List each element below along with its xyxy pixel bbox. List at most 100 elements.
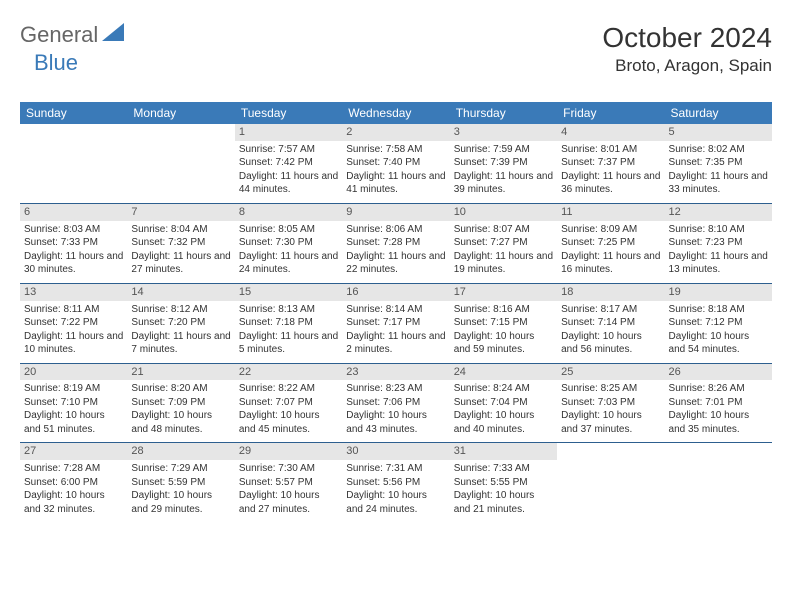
location-subtitle: Broto, Aragon, Spain <box>602 56 772 76</box>
daylight-text: Daylight: 10 hours and 51 minutes. <box>24 409 123 436</box>
daylight-text: Daylight: 11 hours and 39 minutes. <box>454 170 553 197</box>
calendar-day-cell: 25Sunrise: 8:25 AMSunset: 7:03 PMDayligh… <box>557 363 664 443</box>
day-number: 15 <box>235 284 342 301</box>
daylight-text: Daylight: 11 hours and 19 minutes. <box>454 250 553 277</box>
sunset-text: Sunset: 7:32 PM <box>131 236 230 250</box>
day-number: 26 <box>665 364 772 381</box>
sunset-text: Sunset: 7:28 PM <box>346 236 445 250</box>
logo-text-1: General <box>20 22 98 48</box>
day-header: Friday <box>557 102 664 124</box>
sunrise-text: Sunrise: 7:29 AM <box>131 462 230 476</box>
sunset-text: Sunset: 7:09 PM <box>131 396 230 410</box>
calendar-day-cell: 16Sunrise: 8:14 AMSunset: 7:17 PMDayligh… <box>342 283 449 363</box>
sunset-text: Sunset: 7:15 PM <box>454 316 553 330</box>
title-block: October 2024 Broto, Aragon, Spain <box>602 22 772 76</box>
day-number: 28 <box>127 443 234 460</box>
daylight-text: Daylight: 10 hours and 27 minutes. <box>239 489 338 516</box>
calendar-day-cell: 4Sunrise: 8:01 AMSunset: 7:37 PMDaylight… <box>557 124 664 203</box>
day-number: 20 <box>20 364 127 381</box>
day-number: 5 <box>665 124 772 141</box>
day-number: 16 <box>342 284 449 301</box>
calendar-day-cell: 19Sunrise: 8:18 AMSunset: 7:12 PMDayligh… <box>665 283 772 363</box>
logo-triangle-icon <box>102 23 124 41</box>
calendar-day-cell: 9Sunrise: 8:06 AMSunset: 7:28 PMDaylight… <box>342 203 449 283</box>
sunrise-text: Sunrise: 8:17 AM <box>561 303 660 317</box>
calendar-day-cell: 27Sunrise: 7:28 AMSunset: 6:00 PMDayligh… <box>20 443 127 522</box>
calendar-day-cell: 13Sunrise: 8:11 AMSunset: 7:22 PMDayligh… <box>20 283 127 363</box>
daylight-text: Daylight: 11 hours and 36 minutes. <box>561 170 660 197</box>
sunrise-text: Sunrise: 7:28 AM <box>24 462 123 476</box>
sunset-text: Sunset: 7:25 PM <box>561 236 660 250</box>
daylight-text: Daylight: 10 hours and 35 minutes. <box>669 409 768 436</box>
daylight-text: Daylight: 10 hours and 59 minutes. <box>454 330 553 357</box>
day-number: 7 <box>127 204 234 221</box>
day-number: 1 <box>235 124 342 141</box>
daylight-text: Daylight: 11 hours and 16 minutes. <box>561 250 660 277</box>
sunrise-text: Sunrise: 8:24 AM <box>454 382 553 396</box>
daylight-text: Daylight: 11 hours and 24 minutes. <box>239 250 338 277</box>
sunrise-text: Sunrise: 8:14 AM <box>346 303 445 317</box>
sunset-text: Sunset: 7:39 PM <box>454 156 553 170</box>
calendar-day-cell <box>665 443 772 522</box>
sunset-text: Sunset: 7:03 PM <box>561 396 660 410</box>
sunrise-text: Sunrise: 8:13 AM <box>239 303 338 317</box>
calendar-week-row: 1Sunrise: 7:57 AMSunset: 7:42 PMDaylight… <box>20 124 772 203</box>
daylight-text: Daylight: 11 hours and 33 minutes. <box>669 170 768 197</box>
calendar-day-cell: 7Sunrise: 8:04 AMSunset: 7:32 PMDaylight… <box>127 203 234 283</box>
sunrise-text: Sunrise: 8:26 AM <box>669 382 768 396</box>
sunrise-text: Sunrise: 7:59 AM <box>454 143 553 157</box>
sunrise-text: Sunrise: 7:58 AM <box>346 143 445 157</box>
daylight-text: Daylight: 11 hours and 5 minutes. <box>239 330 338 357</box>
sunset-text: Sunset: 7:22 PM <box>24 316 123 330</box>
sunset-text: Sunset: 5:56 PM <box>346 476 445 490</box>
sunset-text: Sunset: 7:23 PM <box>669 236 768 250</box>
calendar-day-cell: 8Sunrise: 8:05 AMSunset: 7:30 PMDaylight… <box>235 203 342 283</box>
calendar-day-cell: 26Sunrise: 8:26 AMSunset: 7:01 PMDayligh… <box>665 363 772 443</box>
sunset-text: Sunset: 7:40 PM <box>346 156 445 170</box>
calendar-day-cell <box>20 124 127 203</box>
sunrise-text: Sunrise: 8:01 AM <box>561 143 660 157</box>
calendar-week-row: 20Sunrise: 8:19 AMSunset: 7:10 PMDayligh… <box>20 363 772 443</box>
calendar-day-cell: 6Sunrise: 8:03 AMSunset: 7:33 PMDaylight… <box>20 203 127 283</box>
day-number: 3 <box>450 124 557 141</box>
sunset-text: Sunset: 7:01 PM <box>669 396 768 410</box>
sunrise-text: Sunrise: 7:57 AM <box>239 143 338 157</box>
calendar-day-cell: 3 Sunrise: 7:59 AMSunset: 7:39 PMDaylight… <box>450 124 557 203</box>
daylight-text: Daylight: 10 hours and 29 minutes. <box>131 489 230 516</box>
day-number: 4 <box>557 124 664 141</box>
calendar-day-cell: 21Sunrise: 8:20 AMSunset: 7:09 PMDayligh… <box>127 363 234 443</box>
sunset-text: Sunset: 7:18 PM <box>239 316 338 330</box>
sunset-text: Sunset: 7:35 PM <box>669 156 768 170</box>
sunrise-text: Sunrise: 8:07 AM <box>454 223 553 237</box>
daylight-text: Daylight: 11 hours and 22 minutes. <box>346 250 445 277</box>
calendar-day-cell: 17Sunrise: 8:16 AMSunset: 7:15 PMDayligh… <box>450 283 557 363</box>
calendar-day-cell: 10Sunrise: 8:07 AMSunset: 7:27 PMDayligh… <box>450 203 557 283</box>
daylight-text: Daylight: 11 hours and 27 minutes. <box>131 250 230 277</box>
logo: General <box>20 22 126 48</box>
day-header: Wednesday <box>342 102 449 124</box>
calendar-day-cell: 31Sunrise: 7:33 AMSunset: 5:55 PMDayligh… <box>450 443 557 522</box>
sunset-text: Sunset: 5:55 PM <box>454 476 553 490</box>
day-number: 8 <box>235 204 342 221</box>
daylight-text: Daylight: 11 hours and 10 minutes. <box>24 330 123 357</box>
day-number: 10 <box>450 204 557 221</box>
sunrise-text: Sunrise: 8:02 AM <box>669 143 768 157</box>
day-number: 19 <box>665 284 772 301</box>
day-number: 12 <box>665 204 772 221</box>
sunset-text: Sunset: 7:06 PM <box>346 396 445 410</box>
sunrise-text: Sunrise: 8:12 AM <box>131 303 230 317</box>
sunset-text: Sunset: 7:12 PM <box>669 316 768 330</box>
sunrise-text: Sunrise: 8:25 AM <box>561 382 660 396</box>
sunset-text: Sunset: 7:14 PM <box>561 316 660 330</box>
day-number: 23 <box>342 364 449 381</box>
daylight-text: Daylight: 11 hours and 44 minutes. <box>239 170 338 197</box>
day-number: 11 <box>557 204 664 221</box>
day-header: Monday <box>127 102 234 124</box>
sunset-text: Sunset: 5:59 PM <box>131 476 230 490</box>
daylight-text: Daylight: 11 hours and 13 minutes. <box>669 250 768 277</box>
day-header: Thursday <box>450 102 557 124</box>
sunrise-text: Sunrise: 8:06 AM <box>346 223 445 237</box>
sunset-text: Sunset: 6:00 PM <box>24 476 123 490</box>
day-number: 29 <box>235 443 342 460</box>
sunrise-text: Sunrise: 8:20 AM <box>131 382 230 396</box>
